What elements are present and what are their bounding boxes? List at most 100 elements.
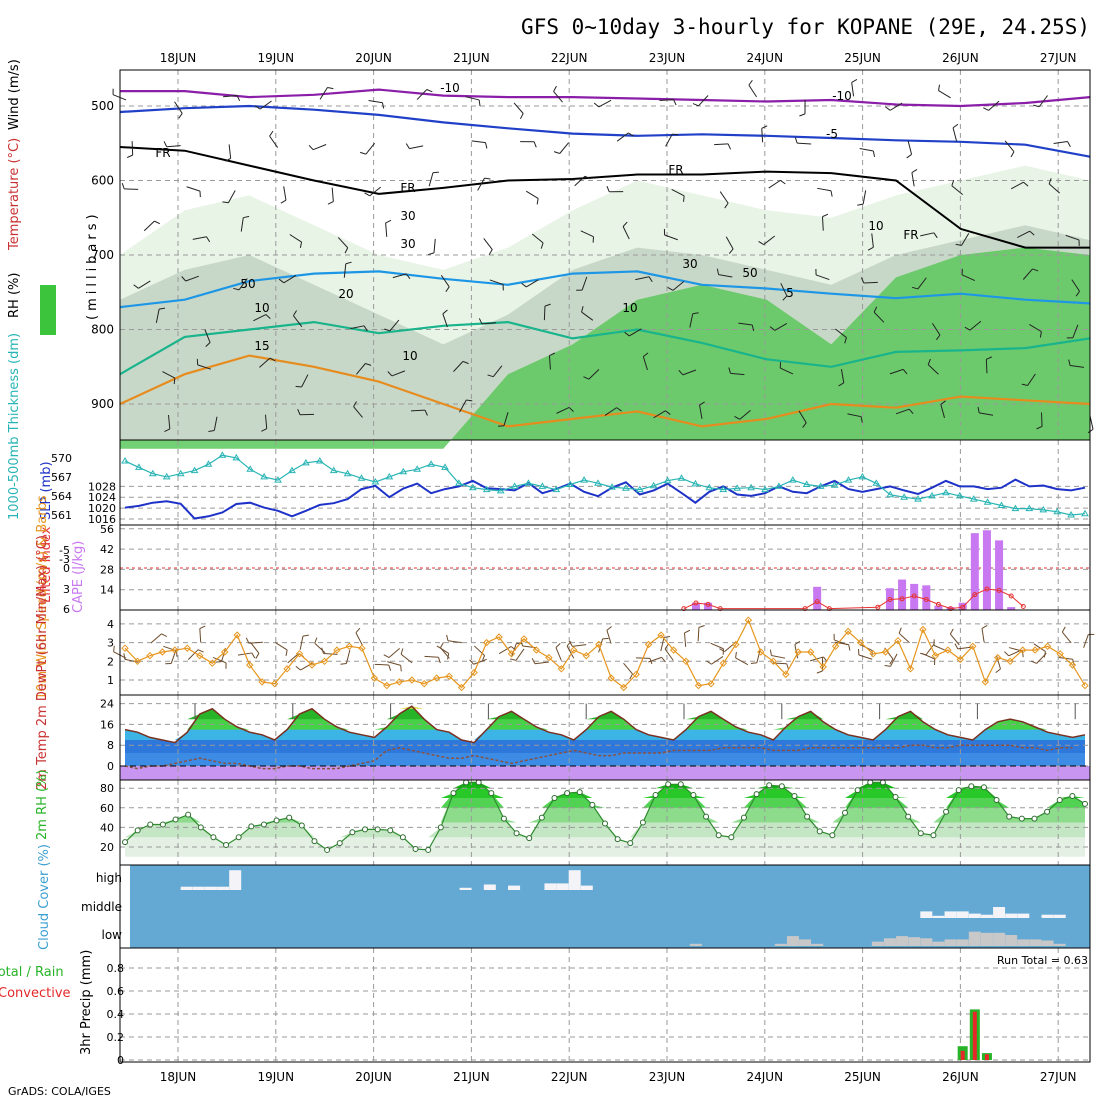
wind-speed-point [432,674,441,682]
wind-barb [166,145,181,148]
rh-point [804,813,811,820]
cloud-cover-bar [932,941,945,946]
wind-barb-flag [261,428,267,432]
cloud-cover-bar [811,943,824,946]
rh-fill-band [125,782,1085,857]
wind-barb-flag [954,643,959,650]
wind-speed-point [408,676,416,684]
thickness-point [524,479,533,486]
date-label-top: 21JUN [453,51,490,65]
wind-barb-flag [624,331,630,337]
rh-point [614,836,621,843]
wind-barb [483,238,493,250]
wind-barb-flag [1068,359,1071,366]
wind-barb [223,94,238,98]
wind-barb-flag [952,123,959,129]
cloud-cover-bar [544,883,557,890]
cape-bar [958,602,967,610]
wind-barb-flag [255,653,260,659]
wind-speed-point [607,674,615,682]
contour-label: FR [668,163,683,177]
thickness-point [552,485,561,493]
wind-barb-flag [163,141,168,147]
wind-barb [213,416,218,431]
thickness-point [649,481,658,489]
thickness-point [204,460,213,467]
wind-barb [385,222,388,237]
cloud-cover-bar [1005,913,1018,918]
cloud-level-label: high [96,871,122,885]
rh-point [854,787,861,794]
wind-barb [186,186,201,192]
thickness-point [705,483,714,491]
wind-barb [410,409,426,412]
thickness-point [788,476,797,483]
y-tick-rh: 40 [100,821,114,834]
thickness-point [858,472,867,480]
contour-label: 5 [786,286,794,300]
wind-speed-point [806,648,815,656]
y-tick-precip: 0.8 [107,962,125,975]
wind-barb-flag [692,312,699,315]
wind-barb-flag [243,215,250,219]
wind-barb [489,279,504,285]
wind-speed-point [844,627,852,636]
wind-barb-flag [1030,660,1037,664]
wind-barb [447,640,462,644]
thickness-point [427,460,435,467]
rh-point [576,789,583,796]
lifted-index-point [814,599,820,605]
wind-barb [711,656,724,665]
thickness-point [969,495,978,502]
wind-speed-point [1081,681,1089,690]
wind-barb [890,653,898,667]
wind-barb [1065,234,1080,241]
wind-barb [440,647,450,659]
y-tick-rh: 80 [100,782,114,795]
wind-barb [835,328,847,338]
wind-barb [387,661,401,666]
rh-point [425,846,432,853]
wind-barb-flag [728,367,731,374]
wind-barb-flag [938,84,941,91]
wind-barb-flag [432,171,439,174]
date-label-top: 24JUN [747,51,784,65]
wind-barb [192,236,207,240]
wind-barb-flag [606,185,610,192]
wind-barb-flag [536,198,539,205]
wind-barb-flag [673,99,677,106]
wind-speed-point [470,668,478,677]
wind-speed-point [1056,650,1064,658]
wind-barb [283,275,297,284]
wind-barb-flag [786,663,790,670]
wind-barb [168,414,171,429]
y-tick-lifted-index: -5 [59,544,70,557]
wind-barb-flag [782,295,788,301]
cloud-cover-bar [920,911,933,918]
rh-point [538,814,545,821]
cape-bar [1007,607,1016,610]
date-label-bottom: 26JUN [942,1070,979,1084]
thickness-point [176,469,185,477]
wind-barb [940,404,945,419]
wind-barb [606,630,612,644]
wind-speed-point [258,678,266,686]
y-tick-wind-speed: 3 [107,637,114,650]
y-tick-lifted-index: 6 [63,603,70,616]
wind-barb [433,238,436,253]
wind-barb [572,644,587,647]
wind-speed-point [171,646,179,654]
cloud-cover-bar [932,915,945,918]
thickness-point [274,476,282,483]
ylabel-thickness: 1000-500mb Thickness (dm) [7,333,22,520]
wind-speed-point [333,646,341,654]
rh-point [412,845,419,852]
contour-label: 20 [338,287,353,301]
wind-barb-flag [400,665,402,672]
wind-barb [559,142,570,154]
wind-barb [1041,412,1043,427]
wind-barb-flag [911,169,918,173]
contour-label: FR [903,228,918,242]
wind-barb [283,186,287,201]
wind-barb [623,662,633,675]
